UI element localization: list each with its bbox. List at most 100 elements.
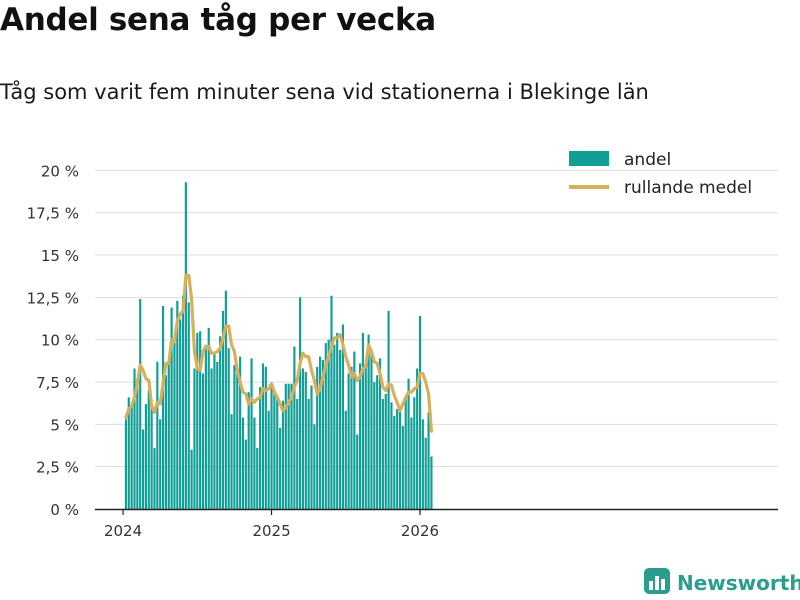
bar [424,437,427,509]
bar [144,404,147,509]
bar [127,397,130,509]
bar [378,358,382,509]
bar [430,456,433,509]
bar [341,324,344,509]
bar [256,448,259,509]
bar [124,419,128,509]
bar [250,358,253,509]
bar [130,405,133,509]
bar [213,353,216,509]
bar [173,343,176,509]
bar [161,305,165,509]
chart-subtitle: Tåg som varit fem minuter sena vid stati… [0,80,649,104]
bar [327,339,330,509]
bar [333,344,336,509]
bar [338,349,342,509]
bar [356,434,359,509]
bar [401,426,404,509]
bar [136,378,139,509]
bar [167,363,170,509]
bar [358,363,362,509]
bar [190,449,193,509]
bar [184,182,187,509]
bar [318,356,322,509]
bar [261,363,265,509]
bar [390,402,393,509]
bar [293,346,296,509]
bar [316,366,319,509]
bar [253,417,256,509]
bar [370,351,373,509]
bar [413,397,416,509]
y-tick-label: 15 % [41,247,79,265]
line-series-rullande-medel [124,273,434,433]
bar [361,332,364,509]
y-tick-label: 0 % [50,501,79,519]
bar [279,427,282,509]
bar [407,378,410,509]
y-tick-label: 10 % [41,332,79,350]
bar [350,366,353,509]
bar [199,331,202,509]
y-tick-label: 5 % [50,416,79,434]
x-tick-label: 2025 [252,522,290,540]
bar-chart-icon [644,568,670,598]
bar [241,417,245,509]
y-tick-label: 17,5 % [27,205,79,223]
y-tick-label: 12,5 % [27,289,79,307]
legend-label-andel: andel [624,150,671,170]
bar [367,334,370,509]
bar [296,398,299,509]
brand-name: Newsworthy [677,571,800,595]
y-tick-label: 2,5 % [36,459,79,477]
bar [147,390,150,509]
bar [193,368,196,509]
brand-logo: Newsworthy [644,568,800,598]
bar [353,351,356,509]
bar [290,383,293,509]
gridlines [95,169,778,468]
bar [427,412,430,509]
bar [347,373,350,509]
bar [376,375,379,509]
bar [284,383,287,509]
bar [204,344,207,509]
bar [139,299,142,509]
bar [227,348,230,509]
bar [270,383,273,509]
bar [239,356,242,509]
bar [164,375,167,509]
bar-series-andel [124,182,433,509]
bar [393,415,396,509]
legend: andel rullande medel [569,150,752,198]
bar [133,368,136,509]
bar [336,332,339,509]
rolling-mean-line [124,273,434,433]
y-tick-label: 20 % [41,162,79,180]
bar [170,307,173,509]
bar [273,393,276,509]
bar [264,366,267,509]
bar [201,373,205,509]
bar [387,310,390,509]
bar [150,404,153,509]
bar [381,398,384,509]
legend-swatch-andel [569,151,609,166]
bar [179,319,182,509]
bar [159,419,162,509]
bar [301,368,305,509]
bar [244,439,247,509]
bar [156,361,159,509]
bar [224,290,227,509]
bar [304,371,307,509]
bar [384,393,387,509]
bar [141,429,145,509]
bar [344,410,347,509]
bar [398,405,402,509]
bar [324,343,327,509]
bar [310,385,313,509]
bar [364,363,367,509]
bar [321,360,325,509]
bar [299,297,302,509]
